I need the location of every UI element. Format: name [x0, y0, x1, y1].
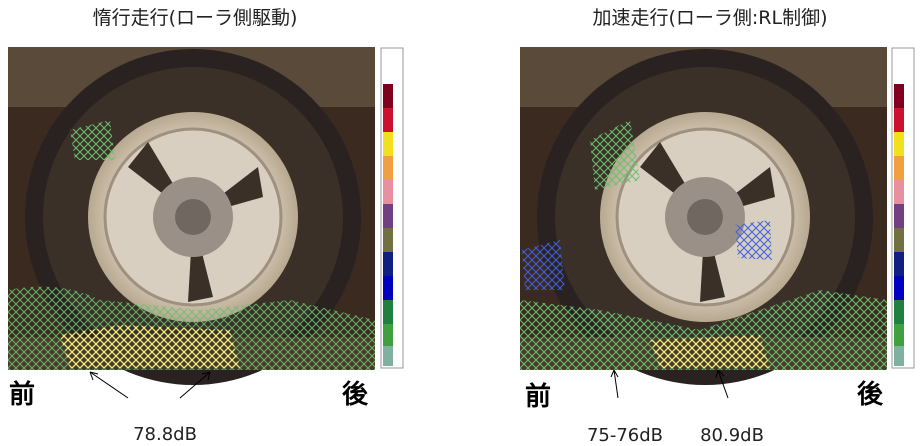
rear-label: 後	[857, 379, 884, 410]
annotation: 75-76dB	[587, 425, 663, 446]
colorbar	[892, 48, 914, 368]
panel-right: 加速走行(ローラ側:RL制御) 前 後 75-76dB 80.9dB	[520, 7, 914, 446]
panel-title: 加速走行(ローラ側:RL制御)	[592, 7, 827, 29]
hatch	[735, 220, 772, 260]
figure: 惰行走行(ローラ側駆動) 前 後 78.8dB 加速走行(ローラ側:RL制御) …	[0, 0, 920, 446]
front-label: 前	[525, 381, 551, 412]
hatch	[60, 325, 240, 368]
hatch	[650, 335, 770, 368]
annotation: 78.8dB	[133, 424, 197, 445]
colorbar	[381, 48, 403, 368]
annotation: 80.9dB	[700, 425, 764, 446]
panel-left: 惰行走行(ローラ側駆動) 前 後 78.8dB	[8, 7, 403, 445]
panel-title: 惰行走行(ローラ側駆動)	[93, 7, 298, 29]
rear-label: 後	[342, 379, 369, 410]
front-label: 前	[9, 379, 35, 410]
